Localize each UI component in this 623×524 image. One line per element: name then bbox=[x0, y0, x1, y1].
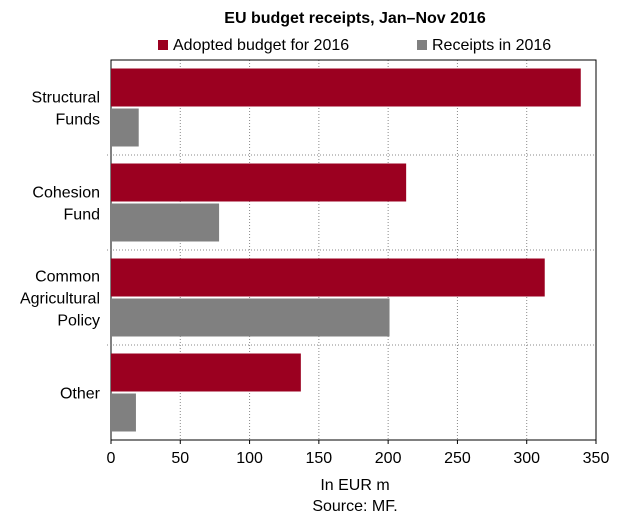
category-label: Funds bbox=[56, 112, 100, 129]
legend-swatch-adopted bbox=[158, 40, 168, 50]
bar-receipts bbox=[111, 298, 390, 337]
category-label: Agricultural bbox=[20, 291, 100, 308]
category-label: Cohesion bbox=[32, 185, 100, 202]
x-tick-label: 300 bbox=[513, 450, 540, 467]
legend: Adopted budget for 2016 Receipts in 2016 bbox=[158, 37, 551, 54]
bar-adopted-budget bbox=[111, 68, 581, 107]
x-tick-label: 250 bbox=[444, 450, 471, 467]
legend-swatch-receipts bbox=[417, 40, 427, 50]
x-tick-label: 350 bbox=[583, 450, 610, 467]
bar-receipts bbox=[111, 393, 136, 432]
category-label: Policy bbox=[57, 313, 100, 330]
plot-area: 0 50 100 150 200 250 300 350 Structural Funds Cohe… bbox=[20, 59, 610, 467]
x-tick-label: 0 bbox=[107, 450, 116, 467]
category-label: Common bbox=[35, 269, 100, 286]
bar-adopted-budget bbox=[111, 163, 407, 202]
x-tick-label: 200 bbox=[375, 450, 402, 467]
bar-adopted-budget bbox=[111, 353, 301, 392]
category-label: Structural bbox=[32, 90, 100, 107]
chart-title: EU budget receipts, Jan–Nov 2016 bbox=[224, 10, 486, 27]
x-tick-label: 150 bbox=[306, 450, 333, 467]
x-axis-label: In EUR m bbox=[320, 477, 389, 494]
bar-adopted-budget bbox=[111, 258, 545, 297]
x-tick-label: 100 bbox=[236, 450, 263, 467]
legend-label-adopted: Adopted budget for 2016 bbox=[173, 37, 349, 54]
bar-receipts bbox=[111, 108, 139, 147]
source-note: Source: MF. bbox=[312, 498, 397, 515]
category-label: Fund bbox=[64, 207, 100, 224]
bar-receipts bbox=[111, 203, 220, 242]
legend-label-receipts: Receipts in 2016 bbox=[432, 37, 551, 54]
category-label: Other bbox=[60, 386, 101, 403]
x-tick-label: 50 bbox=[171, 450, 189, 467]
